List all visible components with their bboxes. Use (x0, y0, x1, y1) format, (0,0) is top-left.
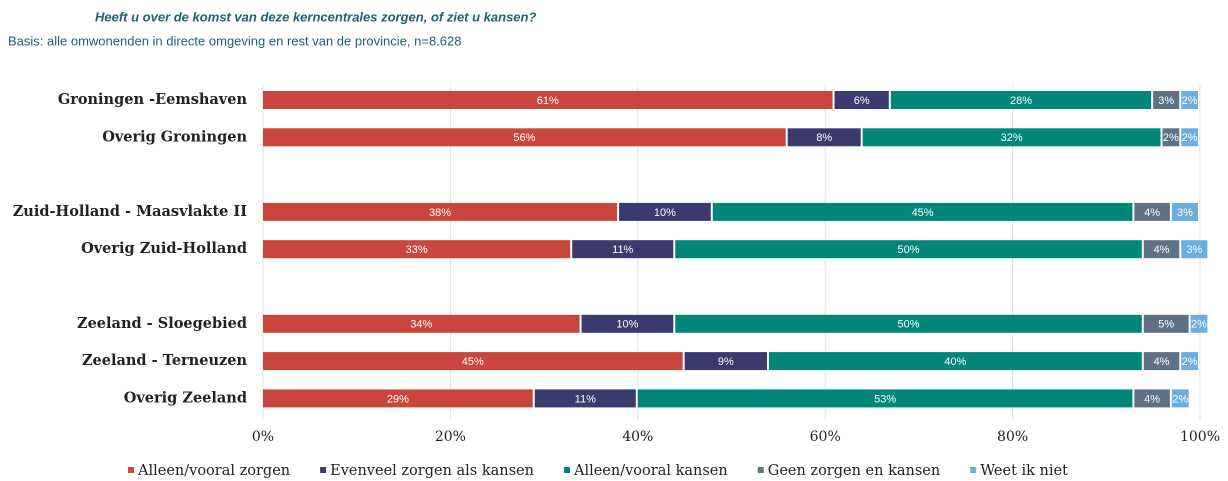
value-label: 4% (1144, 207, 1160, 219)
legend-label: Evenveel zorgen als kansen (330, 463, 534, 479)
bar-segment (1162, 128, 1180, 147)
value-label: 34% (410, 319, 432, 331)
value-label: 56% (513, 132, 535, 144)
value-label: 9% (718, 356, 734, 368)
value-label: 2% (1172, 393, 1188, 405)
category-label: Groningen -Eemshaven (58, 91, 248, 108)
value-label: 2% (1182, 356, 1198, 368)
value-label: 11% (575, 393, 596, 405)
bar-segment (890, 91, 1152, 109)
value-label: 29% (387, 393, 409, 405)
bar-segment (1143, 240, 1180, 259)
legend-label: Alleen/vooral kansen (573, 463, 728, 479)
bar-segment (263, 389, 533, 408)
value-label: 2% (1182, 95, 1198, 107)
value-label: 5% (1158, 319, 1174, 331)
value-label: 10% (616, 319, 638, 331)
bar-segment (581, 314, 674, 333)
bar-segment (712, 202, 1133, 221)
value-label: 2% (1163, 132, 1179, 144)
value-label: 2% (1191, 319, 1207, 331)
value-label: 40% (944, 356, 966, 368)
legend-label: Weet ik niet (980, 463, 1068, 479)
value-label: 32% (1001, 132, 1023, 144)
value-label: 3% (1177, 207, 1193, 219)
value-label: 61% (537, 95, 559, 107)
bar-segment (534, 389, 636, 408)
bar-segment (1143, 352, 1180, 371)
category-label: Zuid-Holland - Maasvlakte II (13, 203, 248, 220)
bar-segment (263, 202, 618, 221)
bar-segment (768, 352, 1142, 371)
chart-title: Heeft u over de komst van deze kerncentr… (95, 9, 536, 24)
x-tick-label: 100% (1180, 429, 1220, 445)
value-label: 45% (462, 356, 484, 368)
bar-segment (1181, 240, 1208, 259)
value-label: 4% (1144, 393, 1160, 405)
bar-segment (263, 240, 571, 259)
bar-segment (1153, 91, 1180, 109)
value-label: 45% (912, 207, 934, 219)
category-label: Zeeland - Terneuzen (82, 352, 247, 369)
bar-segment (263, 128, 786, 147)
legend-label: Geen zorgen en kansen (768, 463, 940, 479)
legend-label: Alleen/vooral zorgen (137, 463, 290, 479)
value-label: 53% (874, 393, 896, 405)
category-label: Overig Zeeland (124, 389, 247, 406)
value-label: 28% (1010, 95, 1032, 107)
bar-segment (263, 352, 683, 371)
bar-segment (787, 128, 861, 147)
legend-swatch (970, 467, 977, 473)
value-label: 3% (1158, 95, 1174, 107)
value-label: 4% (1154, 244, 1170, 256)
chart-subtitle: Basis: alle omwonenden in directe omgevi… (8, 33, 461, 48)
value-label: 3% (1186, 244, 1202, 256)
category-label: Zeeland - Sloegebied (77, 315, 247, 332)
bar-segment (1134, 202, 1170, 221)
bar-segment (684, 352, 767, 371)
bar-segment (1181, 91, 1198, 109)
value-label: 50% (898, 319, 920, 331)
x-tick-label: 40% (622, 429, 653, 445)
bar-segment (1171, 389, 1189, 408)
bar-segment (675, 314, 1142, 333)
x-tick-label: 60% (810, 429, 841, 445)
value-label: 2% (1182, 132, 1198, 144)
bar-segment (834, 91, 889, 109)
value-label: 38% (429, 207, 451, 219)
x-tick-label: 20% (435, 429, 466, 445)
legend-swatch (320, 467, 327, 473)
bar-segment (1181, 352, 1198, 371)
value-label: 6% (854, 95, 870, 107)
bar-segment (1171, 202, 1198, 221)
bar-segment (1143, 314, 1189, 333)
legend-swatch (563, 467, 570, 473)
bar-segment (572, 240, 674, 259)
category-label: Overig Groningen (102, 128, 247, 145)
bar-segment (263, 91, 833, 109)
x-tick-label: 0% (252, 429, 274, 445)
value-label: 11% (612, 244, 633, 256)
bar-segment (1181, 128, 1198, 147)
bar-segment (1134, 389, 1170, 408)
value-label: 33% (406, 244, 428, 256)
value-label: 10% (654, 207, 676, 219)
category-label: Overig Zuid-Holland (81, 240, 247, 257)
bar-segment (619, 202, 711, 221)
value-label: 8% (816, 132, 832, 144)
value-label: 50% (898, 244, 920, 256)
value-label: 4% (1154, 356, 1170, 368)
bar-segment (1190, 314, 1208, 333)
bar-segment (675, 240, 1142, 259)
bar-segment (637, 389, 1133, 408)
bar-segment (263, 314, 580, 333)
bar-segment (862, 128, 1161, 147)
legend-swatch (757, 467, 764, 473)
x-tick-label: 80% (997, 429, 1028, 445)
legend-swatch (128, 467, 134, 473)
